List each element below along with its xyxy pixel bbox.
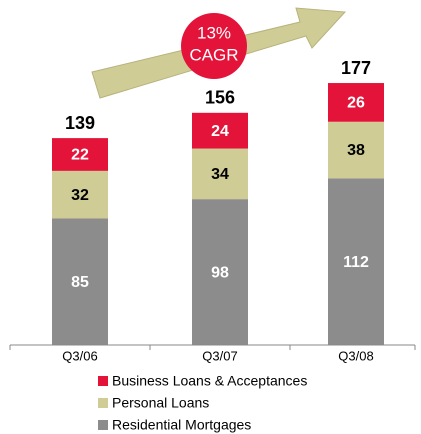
bar-segment [192,148,248,200]
x-tick-label: Q3/06 [62,348,97,363]
value-label: 98 [211,264,229,281]
value-label: 26 [347,95,365,112]
value-label: 112 [343,254,369,271]
legend-label: Business Loans & Acceptances [112,373,307,389]
total-label: 139 [65,113,95,133]
bar-segment [52,170,108,219]
value-label: 32 [71,187,89,204]
x-tick-label: Q3/08 [338,348,373,363]
bar-segment [328,121,384,179]
legend-swatch [98,420,108,430]
cagr-label: CAGR [189,45,238,64]
bar-segment [192,112,248,149]
cagr-value: 13% [197,23,231,42]
legend-swatch [98,398,108,408]
legend-label: Personal Loans [112,395,209,411]
bar-segment [328,178,384,345]
bar-segment [328,83,384,122]
legend-swatch [98,376,108,386]
legend-label: Residential Mortgages [112,417,251,433]
bar-segment [52,138,108,171]
value-label: 34 [211,166,229,183]
value-label: 38 [347,142,365,159]
value-label: 24 [211,123,229,140]
cagr-badge [181,13,247,79]
value-label: 22 [71,147,89,164]
total-label: 156 [205,88,235,108]
bar-segment [192,199,248,345]
bar-segment [52,218,108,345]
value-label: 85 [71,274,89,291]
x-tick-label: Q3/07 [202,348,237,363]
total-label: 177 [341,58,371,78]
